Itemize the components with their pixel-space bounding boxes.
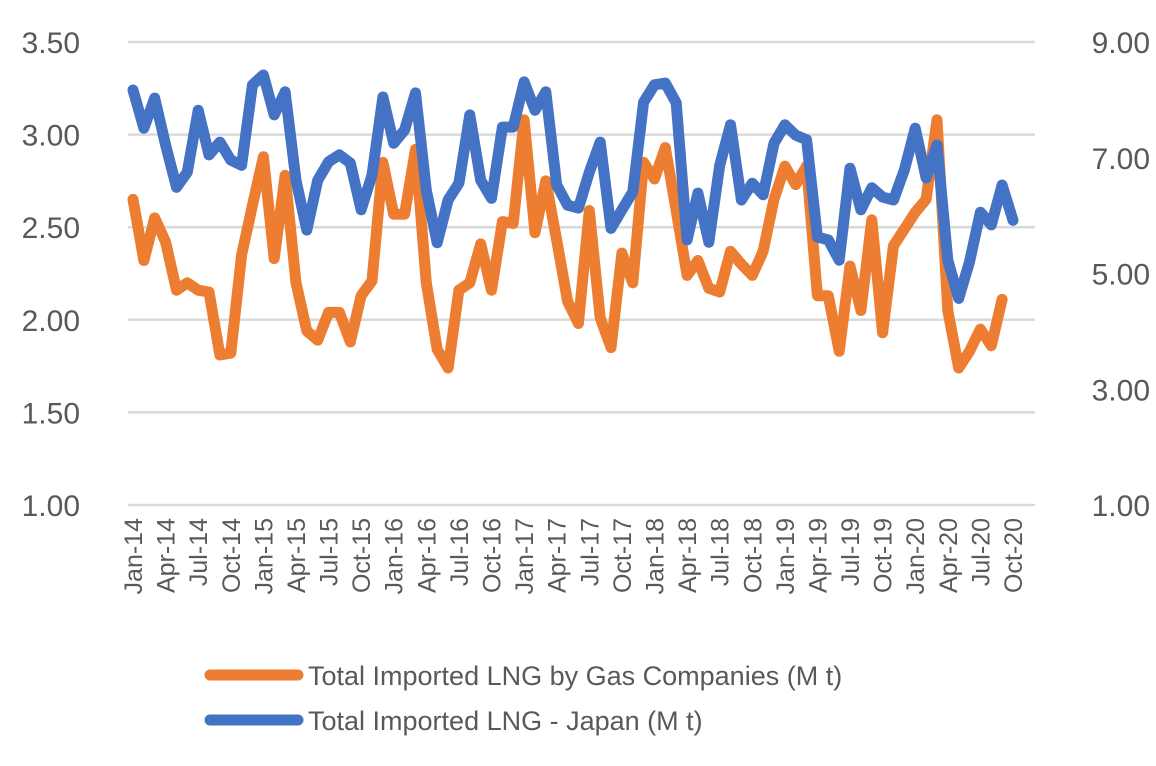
x-tick-label: Apr-18: [674, 518, 702, 593]
left-y-tick-label: 2.50: [22, 212, 80, 245]
x-tick-label: Apr-16: [413, 518, 441, 593]
x-axis: Jan-14 Apr-14 Jul-14 Oct-14 Jan-15 Apr-15 Jul-…: [120, 518, 1028, 595]
x-tick-label: Oct-18: [739, 518, 767, 593]
left-y-tick-label: 1.00: [22, 490, 80, 523]
left-y-tick-label: 1.50: [22, 397, 80, 430]
legend-label: Total Imported LNG - Japan (M t): [308, 706, 703, 736]
x-tick-label: Oct-16: [479, 518, 507, 593]
x-tick-label: Jan-16: [381, 518, 409, 594]
left-y-tick-label: 2.00: [22, 305, 80, 338]
x-tick-label: Jan-18: [641, 518, 669, 594]
left-y-axis: 1.00 1.50 2.00 2.50 3.00 3.50: [22, 27, 80, 523]
x-tick-label: Jul-17: [576, 518, 604, 586]
x-tick-label: Oct-20: [1000, 518, 1028, 593]
x-tick-label: Jan-17: [511, 518, 539, 594]
x-tick-label: Apr-15: [283, 518, 311, 593]
x-tick-label: Oct-19: [870, 518, 898, 593]
right-y-tick-label: 7.00: [1092, 143, 1150, 176]
x-tick-label: Jul-16: [446, 518, 474, 586]
x-tick-label: Oct-14: [218, 518, 246, 593]
x-tick-label: Jan-14: [120, 518, 148, 595]
x-tick-label: Jul-14: [185, 518, 213, 586]
x-tick-label: Jan-19: [772, 518, 800, 594]
series-lines: [127, 69, 1019, 374]
left-y-tick-label: 3.50: [22, 27, 80, 60]
x-tick-label: Jul-19: [837, 518, 865, 586]
x-tick-label: Jul-20: [967, 518, 995, 586]
x-tick-label: Apr-17: [544, 518, 572, 593]
x-tick-label: Jan-20: [902, 518, 930, 594]
x-tick-label: Apr-20: [935, 518, 963, 593]
series-line-japan: [127, 69, 1019, 304]
x-tick-label: Apr-19: [804, 518, 832, 593]
right-y-axis: 1.00 3.00 5.00 7.00 9.00: [1092, 27, 1150, 523]
right-y-tick-label: 5.00: [1092, 259, 1150, 292]
left-y-tick-label: 3.00: [22, 120, 80, 153]
x-tick-label: Jul-15: [316, 518, 344, 586]
x-tick-label: Jul-18: [707, 518, 735, 586]
series-line-gas-companies: [127, 114, 1008, 374]
x-tick-label: Apr-14: [153, 518, 181, 593]
right-y-tick-label: 9.00: [1092, 27, 1150, 60]
legend-label: Total Imported LNG by Gas Companies (M t…: [308, 661, 842, 691]
right-y-tick-label: 3.00: [1092, 374, 1150, 407]
x-tick-label: Jan-15: [250, 518, 278, 594]
right-y-tick-label: 1.00: [1092, 490, 1150, 523]
legend: Total Imported LNG by Gas Companies (M t…: [204, 661, 842, 736]
x-tick-label: Oct-15: [348, 518, 376, 593]
x-tick-label: Oct-17: [609, 518, 637, 593]
